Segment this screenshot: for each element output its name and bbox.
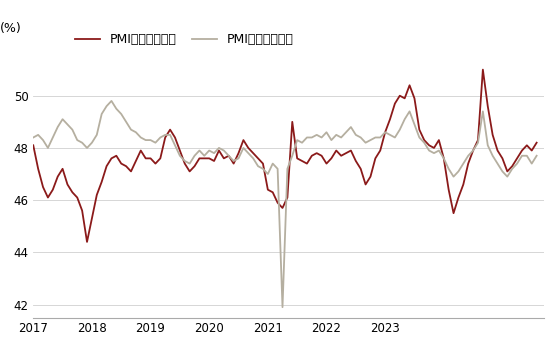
Text: (%): (%) (0, 22, 22, 35)
PMI：产成品库存 (499, 156, 505, 160)
PMI：产成品库存 (480, 68, 486, 72)
Line: PMI：原材料库存: PMI：原材料库存 (33, 101, 537, 307)
PMI：产成品库存 (30, 143, 36, 147)
PMI：原材料库存 (534, 154, 540, 158)
PMI：原材料库存 (279, 305, 286, 309)
PMI：原材料库存 (182, 159, 188, 163)
PMI：原材料库存 (162, 133, 168, 137)
Legend: PMI：产成品库存, PMI：原材料库存: PMI：产成品库存, PMI：原材料库存 (70, 28, 299, 51)
PMI：产成品库存 (524, 143, 530, 147)
PMI：原材料库存 (499, 169, 505, 174)
PMI：产成品库存 (162, 135, 168, 139)
PMI：原材料库存 (289, 154, 295, 158)
PMI：原材料库存 (30, 135, 36, 139)
PMI：产成品库存 (45, 195, 51, 199)
PMI：原材料库存 (45, 146, 51, 150)
PMI：产成品库存 (182, 162, 188, 166)
Line: PMI：产成品库存: PMI：产成品库存 (33, 70, 537, 242)
PMI：产成品库存 (534, 140, 540, 145)
PMI：产成品库存 (284, 195, 291, 199)
PMI：原材料库存 (108, 99, 115, 103)
PMI：产成品库存 (84, 240, 90, 244)
PMI：原材料库存 (524, 154, 530, 158)
